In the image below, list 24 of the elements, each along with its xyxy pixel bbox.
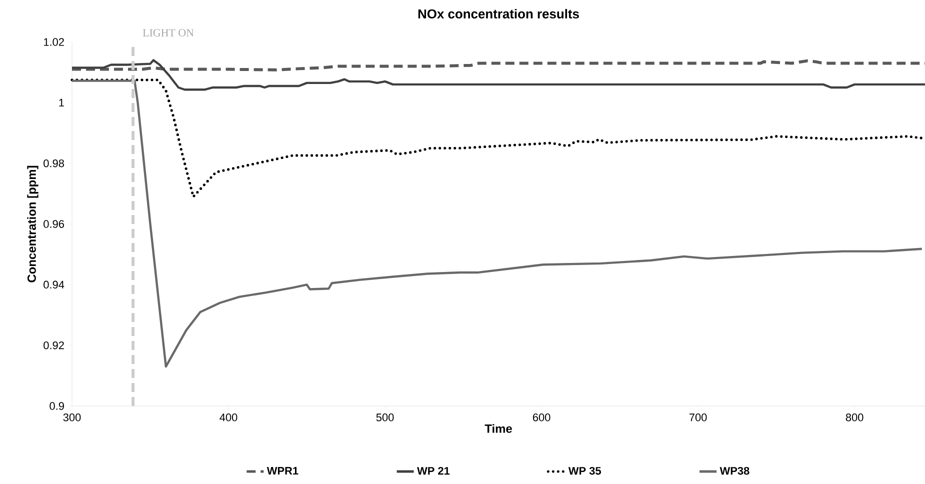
y-tick-label: 0.96 — [44, 220, 64, 228]
y-tick-label: 0.9 — [50, 402, 64, 410]
line-series — [70, 78, 925, 198]
y-tick-label: 1 — [59, 98, 64, 106]
y-tick-label: 0.92 — [44, 341, 64, 350]
legend-label: WP 21 — [417, 466, 450, 475]
legend-label: WP38 — [720, 466, 750, 475]
x-tick-label: 800 — [846, 414, 864, 422]
x-tick-label: 700 — [689, 414, 707, 422]
y-tick-label: 0.98 — [44, 159, 64, 168]
x-tick-label: 500 — [376, 414, 394, 422]
chart-title: NOx concentration results — [418, 8, 579, 18]
y-axis-title: Concentration [ppm] — [27, 166, 38, 282]
x-axis-title: Time — [484, 424, 512, 433]
y-tick-label: 1.02 — [44, 38, 64, 46]
legend-label: WP 35 — [568, 466, 601, 475]
ref-line-label: LIGHT ON — [142, 29, 194, 36]
line-series — [70, 80, 923, 368]
x-tick-label: 400 — [220, 414, 238, 422]
x-tick-label: 600 — [532, 414, 550, 422]
x-tick-label: 300 — [63, 414, 81, 422]
legend-label: WPR1 — [266, 467, 298, 475]
y-tick-label: 0.94 — [44, 280, 64, 289]
line-series — [70, 59, 925, 91]
